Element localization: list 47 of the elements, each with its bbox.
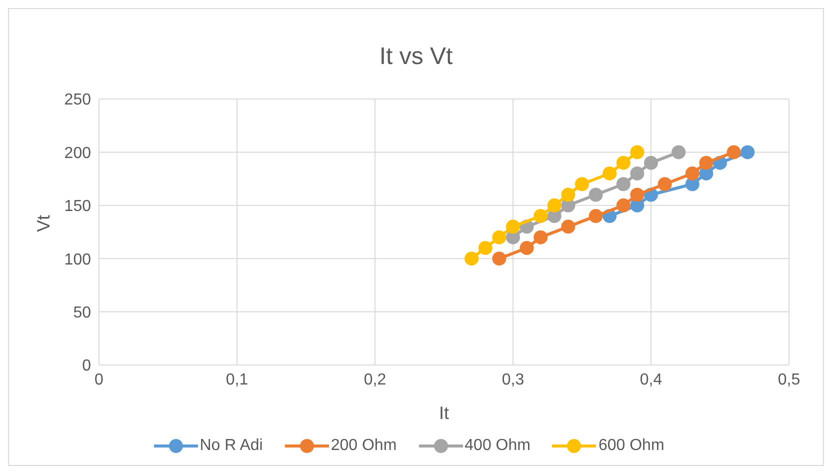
point xyxy=(588,188,603,202)
point xyxy=(630,188,644,202)
point xyxy=(658,177,672,192)
point xyxy=(602,166,617,180)
point xyxy=(685,166,700,180)
y-tick-label: 0 xyxy=(82,358,92,375)
point xyxy=(616,156,630,170)
x-tick-label: 0,5 xyxy=(778,371,800,388)
x-tick-label: 0,2 xyxy=(364,371,386,388)
y-axis-title: Vt xyxy=(33,214,54,232)
x-axis-title: It xyxy=(438,403,450,423)
point xyxy=(588,209,603,224)
point xyxy=(726,145,741,160)
point xyxy=(492,252,506,266)
legend-label: 200 Ohm xyxy=(330,437,397,455)
y-tick-label: 50 xyxy=(73,304,92,322)
legend-label: 400 Ohm xyxy=(464,437,530,455)
y-tick-label: 100 xyxy=(64,251,92,268)
x-tick-label: 0 xyxy=(94,371,104,388)
point xyxy=(561,220,576,234)
x-tick-label: 0,1 xyxy=(226,371,248,388)
point xyxy=(616,177,630,192)
point xyxy=(740,145,755,160)
point xyxy=(699,156,714,170)
point xyxy=(575,177,589,192)
y-tick-label: 250 xyxy=(64,92,92,109)
point xyxy=(616,198,630,212)
point xyxy=(520,240,534,255)
point xyxy=(672,145,686,160)
x-tick-label: 0,3 xyxy=(502,371,524,388)
point xyxy=(534,230,548,244)
chart-title: It vs Vt xyxy=(378,42,454,72)
point xyxy=(492,230,506,244)
point xyxy=(630,145,644,160)
point xyxy=(630,166,644,180)
y-tick-label: 200 xyxy=(64,144,92,162)
point xyxy=(506,220,520,234)
point xyxy=(534,209,548,224)
point xyxy=(547,198,562,212)
legend-label: 600 Ohm xyxy=(598,437,664,455)
point xyxy=(478,240,492,255)
point xyxy=(644,156,658,170)
legend-label: No R Adi xyxy=(200,437,263,455)
y-tick-label: 150 xyxy=(64,198,92,216)
point xyxy=(464,252,479,266)
point xyxy=(561,188,576,202)
x-tick-label: 0,4 xyxy=(640,371,662,388)
